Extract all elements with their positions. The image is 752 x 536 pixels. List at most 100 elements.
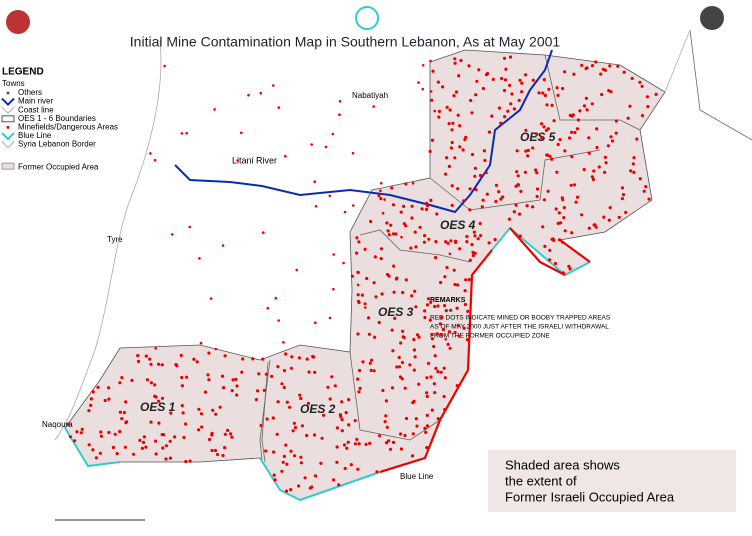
minefield-dot bbox=[428, 149, 432, 153]
minefield-dot bbox=[502, 88, 507, 93]
minefield-dot bbox=[275, 432, 279, 436]
minefield-dot bbox=[284, 443, 288, 447]
minefield-dot bbox=[425, 376, 429, 380]
minefield-dot bbox=[558, 138, 562, 142]
minefield-dot bbox=[400, 377, 404, 381]
minefield-dot bbox=[223, 446, 227, 450]
minefield-dot bbox=[624, 210, 628, 215]
minefield-dot bbox=[595, 145, 599, 150]
minefield-dot bbox=[403, 386, 407, 390]
minefield-dot bbox=[447, 164, 451, 168]
minefield-dot bbox=[526, 154, 530, 158]
minefield-dot bbox=[547, 87, 551, 91]
minefield-dot bbox=[257, 372, 261, 376]
minefield-dot bbox=[142, 440, 146, 444]
minefield-dot bbox=[444, 240, 448, 244]
minefield-dot bbox=[67, 422, 71, 427]
minefield-dot bbox=[425, 394, 429, 398]
minefield-dot bbox=[397, 355, 401, 360]
minefield-dot bbox=[642, 189, 646, 193]
oes-boundaries bbox=[261, 29, 752, 463]
minefield-dot bbox=[235, 384, 239, 388]
minefield-dot bbox=[118, 429, 122, 434]
minefield-dot bbox=[295, 268, 299, 272]
minefield-dot bbox=[638, 177, 642, 181]
minefield-dot bbox=[425, 391, 429, 395]
minefield-dot bbox=[209, 297, 213, 300]
minefield-dot bbox=[475, 79, 479, 83]
minefield-dot bbox=[311, 355, 316, 359]
minefield-dot bbox=[299, 461, 303, 465]
minefield-dot bbox=[271, 416, 275, 420]
minefield-dot bbox=[433, 304, 437, 309]
minefield-dot bbox=[411, 432, 415, 436]
minefield-dot bbox=[474, 188, 478, 192]
minefield-dot bbox=[335, 426, 339, 430]
minefield-dot bbox=[585, 66, 589, 70]
minefield-dot bbox=[575, 127, 580, 131]
minefield-dot bbox=[572, 183, 577, 187]
minefield-dot bbox=[347, 423, 351, 427]
minefield-dot bbox=[446, 342, 450, 346]
coast-line bbox=[54, 39, 162, 441]
minefield-dot bbox=[524, 128, 528, 132]
minefield-dot bbox=[262, 231, 265, 234]
minefield-dot bbox=[118, 410, 122, 414]
minefield-dot bbox=[497, 190, 501, 194]
minefield-dot bbox=[604, 161, 608, 165]
minefield-dot bbox=[478, 221, 482, 226]
minefield-border bbox=[379, 227, 591, 474]
minefield-dot bbox=[214, 412, 218, 416]
minefield-dot bbox=[415, 424, 419, 428]
minefield-dot bbox=[180, 375, 184, 380]
minefield-dot bbox=[223, 354, 227, 358]
minefield-dot bbox=[340, 418, 344, 422]
minefield-dot bbox=[449, 308, 453, 312]
minefield-dot bbox=[436, 80, 440, 84]
minefield-dot bbox=[447, 122, 451, 126]
minefield-dot bbox=[550, 157, 554, 161]
minefield-dot bbox=[413, 289, 417, 293]
minefield-dot bbox=[447, 330, 452, 334]
minefield-dot bbox=[614, 119, 619, 123]
minefield-dot bbox=[387, 233, 391, 237]
minefield-dot bbox=[231, 378, 235, 382]
minefield-dot bbox=[180, 132, 184, 135]
minefield-dot bbox=[338, 113, 341, 116]
minefield-dot bbox=[326, 385, 330, 389]
minefield-dot bbox=[519, 189, 523, 193]
minefield-dot bbox=[276, 400, 280, 404]
minefield-dot bbox=[487, 241, 491, 245]
minefield-dot bbox=[384, 441, 389, 445]
minefield-dot bbox=[516, 174, 520, 178]
minefield-dot bbox=[373, 255, 377, 259]
minefield-dot bbox=[375, 470, 379, 474]
minefield-dot bbox=[635, 137, 639, 141]
minefield-dot bbox=[356, 377, 360, 381]
minefield-dot bbox=[179, 353, 183, 358]
minefield-dot bbox=[144, 354, 148, 358]
minefield-dot bbox=[453, 61, 457, 65]
minefield-dot bbox=[408, 363, 412, 367]
minefield-dot bbox=[436, 370, 440, 374]
minefield-dot bbox=[443, 275, 447, 279]
minefield-dot bbox=[620, 197, 625, 201]
minefield-dot bbox=[456, 283, 460, 287]
minefield-dot bbox=[450, 140, 454, 145]
minefield-dot bbox=[213, 108, 216, 111]
minefield-dot bbox=[124, 400, 128, 404]
minefield-dot bbox=[614, 131, 618, 135]
minefield-dot bbox=[616, 64, 620, 68]
minefield-dot bbox=[288, 405, 292, 409]
minefield-dot bbox=[484, 73, 489, 77]
minefield-dot bbox=[291, 429, 295, 433]
minefield-dot bbox=[550, 103, 554, 107]
minefield-dot bbox=[417, 335, 421, 339]
minefield-dot bbox=[182, 435, 186, 440]
place-label: Nabatiyah bbox=[352, 91, 388, 100]
minefield-dot bbox=[213, 448, 218, 453]
zone-label: OES 3 bbox=[378, 305, 414, 319]
minefield-dot bbox=[429, 59, 432, 63]
minefield-dot bbox=[395, 276, 399, 280]
minefield-dot bbox=[357, 300, 361, 305]
